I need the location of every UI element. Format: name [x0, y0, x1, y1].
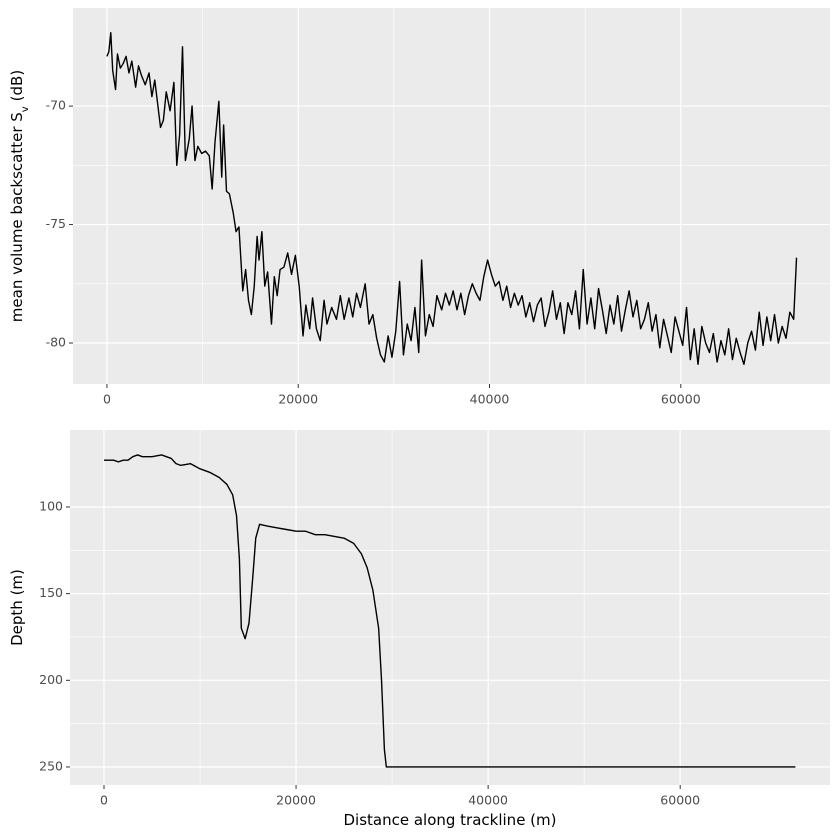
y-axis-title: Depth (m): [8, 569, 26, 646]
y-axis-title-part: mean volume backscatter S: [8, 112, 26, 322]
panel-background: [73, 8, 830, 384]
y-tick-label: 150: [39, 585, 63, 600]
y-tick-label: -80: [46, 335, 66, 350]
panel-background: [70, 430, 830, 785]
y-tick-label: 200: [39, 672, 63, 687]
y-axis-title: mean volume backscatter Sv (dB): [8, 70, 31, 322]
y-axis-title-part: (dB): [8, 70, 26, 102]
x-axis-title: Distance along trackline (m): [343, 811, 556, 829]
x-tick-label: 0: [103, 392, 111, 407]
y-axis-title-part: v: [20, 106, 31, 112]
y-tick-label: 250: [39, 758, 63, 773]
x-tick-label: 20000: [276, 793, 316, 808]
x-tick-label: 60000: [660, 793, 700, 808]
data-line: [104, 454, 796, 768]
data-line: [106, 31, 798, 366]
x-tick-label: 20000: [278, 392, 318, 407]
y-tick-label: 100: [39, 498, 63, 513]
x-tick-label: 40000: [470, 392, 510, 407]
x-tick-label: 40000: [468, 793, 508, 808]
y-tick-label: -70: [46, 98, 66, 113]
x-tick-label: 0: [100, 793, 108, 808]
x-tick-label: 60000: [661, 392, 701, 407]
y-tick-label: -75: [46, 216, 66, 231]
